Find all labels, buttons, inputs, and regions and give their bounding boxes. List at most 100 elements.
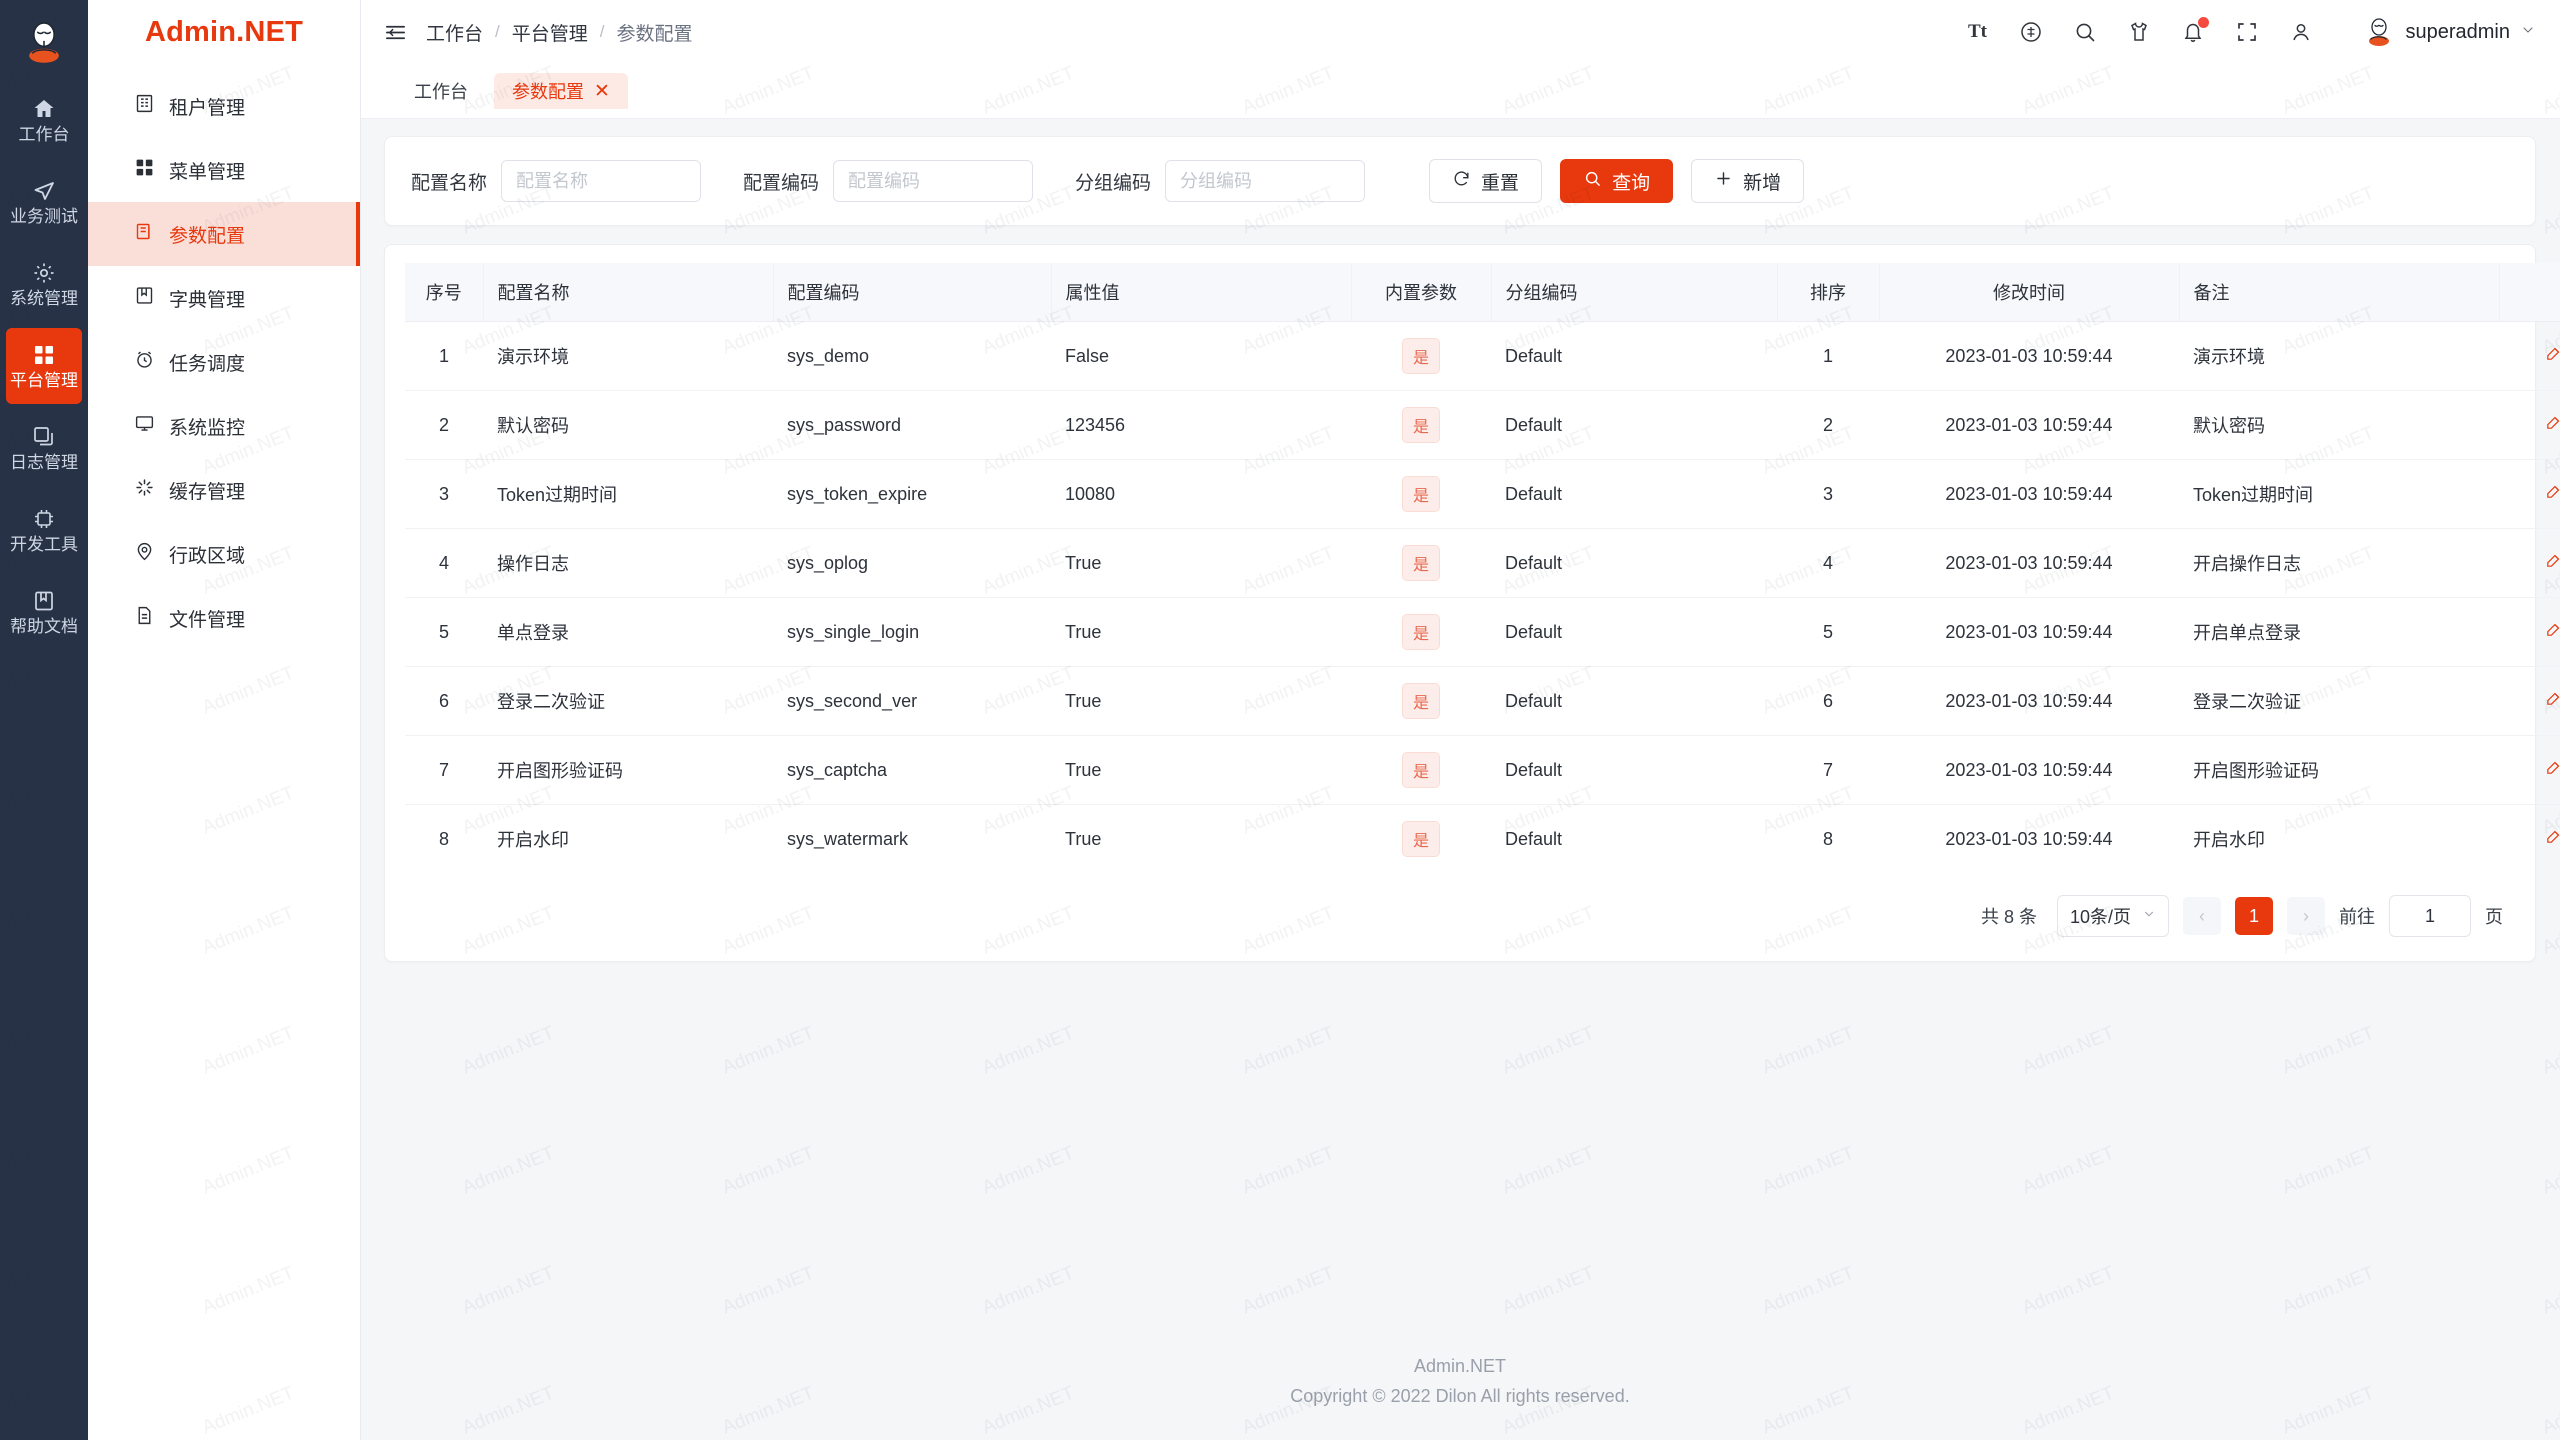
cell-builtin: 是 bbox=[1351, 390, 1491, 460]
search-button-label: 查询 bbox=[1612, 172, 1651, 194]
brand-title: Admin.NET bbox=[144, 15, 304, 48]
rail-item-help-docs[interactable]: 帮助文档 bbox=[6, 574, 82, 650]
sidebar-item-param-config[interactable]: 参数配置 bbox=[88, 202, 360, 266]
config-code-input[interactable] bbox=[833, 160, 1034, 202]
cell-sort: 6 bbox=[1777, 666, 1879, 736]
theme-icon[interactable] bbox=[2125, 18, 2153, 46]
tab-strip: 工作台 参数配置 ✕ bbox=[360, 64, 2560, 118]
page-unit-label: 页 bbox=[2485, 907, 2503, 927]
edit-row-button[interactable]: 编辑 bbox=[2539, 757, 2560, 783]
cell-sort: 4 bbox=[1777, 528, 1879, 598]
tab-param-config[interactable]: 参数配置 ✕ bbox=[494, 73, 628, 109]
cell-code: sys_password bbox=[773, 390, 1051, 460]
tab-label: 工作台 bbox=[414, 82, 468, 102]
edit-row-button[interactable]: 编辑 bbox=[2539, 412, 2560, 438]
cell-actions: 编辑删除 bbox=[2499, 805, 2560, 874]
sidebar-item-label: 菜单管理 bbox=[169, 161, 246, 183]
rail-item-dev-tools[interactable]: 开发工具 bbox=[6, 492, 82, 568]
reset-button[interactable]: 重置 bbox=[1429, 159, 1543, 203]
sidebar-item-label: 行政区域 bbox=[169, 545, 246, 567]
sidebar-item-file-management[interactable]: 文件管理 bbox=[88, 586, 360, 650]
cell-name: 演示环境 bbox=[483, 321, 773, 391]
cell-memo: 开启操作日志 bbox=[2179, 528, 2499, 598]
rail-item-system-management[interactable]: 系统管理 bbox=[6, 246, 82, 322]
sidebar-item-administrative-area[interactable]: 行政区域 bbox=[88, 522, 360, 586]
edit-row-button[interactable]: 编辑 bbox=[2539, 688, 2560, 714]
tab-workbench[interactable]: 工作台 bbox=[396, 73, 486, 109]
top-bar-icons: Tt bbox=[1963, 16, 2536, 48]
cell-value: True bbox=[1051, 528, 1351, 598]
breadcrumb-item-1[interactable]: 平台管理 bbox=[511, 23, 588, 45]
edit-row-button[interactable]: 编辑 bbox=[2539, 343, 2560, 369]
table-body: 1 演示环境 sys_demo False 是 Default 1 2023-01-03 10… bbox=[405, 321, 2560, 874]
rail-item-platform-management[interactable]: 平台管理 bbox=[6, 328, 82, 404]
edit-icon bbox=[2545, 690, 2560, 712]
book-icon bbox=[32, 589, 56, 613]
page-number-1[interactable]: 1 bbox=[2235, 897, 2273, 935]
close-icon[interactable]: ✕ bbox=[594, 80, 610, 102]
breadcrumb-item-2: 参数配置 bbox=[616, 23, 693, 45]
cell-name: 开启图形验证码 bbox=[483, 735, 773, 805]
icon-rail: 工作台 业务测试 系统管理 平台管理 日志管理 bbox=[0, 0, 88, 1440]
table-row: 3 Token过期时间 sys_token_expire 10080 是 Default 3… bbox=[405, 459, 2560, 529]
config-name-input[interactable] bbox=[501, 160, 702, 202]
edit-icon bbox=[2545, 345, 2560, 367]
cell-memo: 开启图形验证码 bbox=[2179, 735, 2499, 805]
cell-time: 2023-01-03 10:59:44 bbox=[1879, 597, 2179, 667]
add-button-label: 新增 bbox=[1743, 172, 1782, 194]
page-size-select[interactable]: 10条/页 bbox=[2057, 895, 2169, 937]
prev-page-button[interactable]: ‹ bbox=[2183, 897, 2221, 935]
sidebar-item-tenant[interactable]: 租户管理 bbox=[88, 74, 360, 138]
cell-group: Default bbox=[1491, 459, 1777, 529]
rail-item-workbench[interactable]: 工作台 bbox=[6, 82, 82, 158]
sidebar-item-system-monitor[interactable]: 系统监控 bbox=[88, 394, 360, 458]
cell-index: 7 bbox=[405, 735, 483, 805]
sidebar-item-dictionary[interactable]: 字典管理 bbox=[88, 266, 360, 330]
table-row: 8 开启水印 sys_watermark True 是 Default 8 2023-01-0… bbox=[405, 805, 2560, 874]
next-page-button[interactable]: › bbox=[2287, 897, 2325, 935]
font-size-icon[interactable]: Tt bbox=[1963, 18, 1991, 46]
cell-code: sys_captcha bbox=[773, 735, 1051, 805]
rail-item-business-test[interactable]: 业务测试 bbox=[6, 164, 82, 240]
sidebar-item-label: 文件管理 bbox=[169, 609, 246, 631]
notification-icon[interactable] bbox=[2179, 17, 2210, 46]
jump-page-input[interactable] bbox=[2389, 895, 2471, 937]
user-icon[interactable] bbox=[2287, 18, 2315, 46]
cell-group: Default bbox=[1491, 321, 1777, 391]
edit-row-button[interactable]: 编辑 bbox=[2539, 826, 2560, 852]
add-button[interactable]: 新增 bbox=[1691, 159, 1805, 203]
spinner-icon bbox=[134, 477, 155, 504]
user-menu[interactable]: superadmin bbox=[2363, 16, 2536, 48]
cell-group: Default bbox=[1505, 828, 1563, 849]
status-badge: 是 bbox=[1401, 614, 1440, 650]
breadcrumb-item-0[interactable]: 工作台 bbox=[426, 23, 484, 45]
avatar bbox=[2363, 16, 2395, 48]
filter-field-config-name: 配置名称 bbox=[411, 160, 702, 202]
monk-avatar-logo bbox=[16, 16, 72, 72]
cell-sort: 1 bbox=[1777, 321, 1879, 391]
language-icon[interactable] bbox=[2017, 18, 2045, 46]
cell-code: sys_single_login bbox=[773, 597, 1051, 667]
params-table: 序号 配置名称 配置编码 属性值 内置参数 分组编码 排序 修改时间 备注 操作 bbox=[405, 263, 2560, 873]
hamburger-icon[interactable] bbox=[378, 15, 412, 49]
chevron-down-icon bbox=[2142, 907, 2156, 925]
search-icon[interactable] bbox=[2071, 18, 2099, 46]
jump-label: 前往 bbox=[2339, 907, 2375, 927]
reset-button-label: 重置 bbox=[1481, 172, 1520, 194]
fullscreen-icon[interactable] bbox=[2233, 18, 2261, 46]
edit-row-button[interactable]: 编辑 bbox=[2539, 550, 2560, 576]
field-label: 分组编码 bbox=[1075, 172, 1152, 194]
rail-item-label: 系统管理 bbox=[10, 289, 78, 308]
rail-item-log-management[interactable]: 日志管理 bbox=[6, 410, 82, 486]
status-badge: 是 bbox=[1401, 545, 1440, 581]
col-index: 序号 bbox=[405, 263, 484, 322]
sidebar-item-task-schedule[interactable]: 任务调度 bbox=[88, 330, 360, 394]
sidebar-item-cache-management[interactable]: 缓存管理 bbox=[88, 458, 360, 522]
sidebar-item-menu[interactable]: 菜单管理 bbox=[88, 138, 360, 202]
search-button[interactable]: 查询 bbox=[1560, 159, 1674, 203]
edit-row-button[interactable]: 编辑 bbox=[2539, 619, 2560, 645]
filter-buttons: 重置 查询 新增 bbox=[1429, 159, 1805, 203]
edit-row-button[interactable]: 编辑 bbox=[2539, 481, 2560, 507]
send-icon bbox=[32, 179, 56, 203]
group-code-input[interactable] bbox=[1165, 160, 1366, 202]
